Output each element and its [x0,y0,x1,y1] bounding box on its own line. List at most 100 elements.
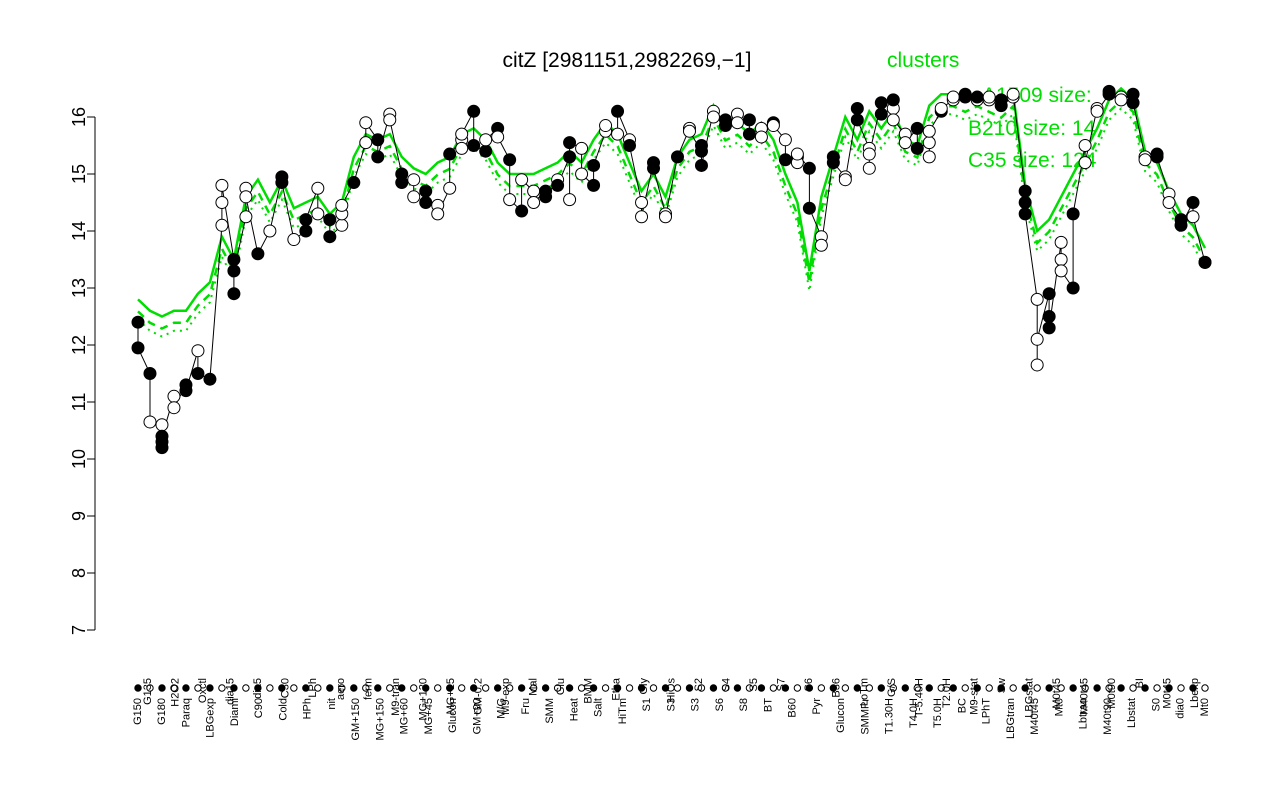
data-point-filled [419,196,433,209]
x-category-marker [1033,684,1041,692]
data-point-filled [742,113,756,127]
data-point-open [563,193,577,207]
x-tick-label-bottom: LPhT [981,698,993,725]
data-point-filled [1018,184,1032,198]
data-point-filled [910,141,924,155]
data-point-open [1090,104,1104,118]
data-point-open [1186,210,1200,224]
data-point-open [167,389,181,403]
x-category-marker [398,684,406,692]
data-point-open [455,141,469,155]
data-point-open [730,116,744,130]
x-category-marker [290,684,298,692]
data-point-filled [323,230,337,244]
x-tick-label-top: M9-exp [500,678,512,715]
x-category-marker [146,684,154,692]
y-tick-label: 8 [69,568,89,578]
x-category-marker [901,684,909,692]
data-point-open [527,196,541,209]
x-tick-label-top: S6 [803,678,815,691]
x-tick-label-top: M0t45 [1161,678,1173,709]
x-tick-label-top: S5 [748,678,760,691]
x-tick-label-top: HiOs [665,678,677,703]
data-point-filled [227,253,241,266]
x-category-marker [1009,684,1017,692]
x-tick-labels: G135 H2O2 Oxctl dia15 dia5 C30 LPh aero ferm M9-t… [132,677,1211,740]
x-category-marker [805,684,814,692]
x-tick-label-bottom: LBGexp [205,698,217,738]
x-category-marker [350,684,358,692]
data-point-filled [1198,255,1212,269]
x-category-marker [374,684,382,692]
x-category-marker [1153,684,1161,692]
x-tick-label-top: LBGstat [1024,678,1036,718]
x-category-marker [338,684,346,692]
x-category-marker [1177,684,1185,692]
x-tick-label-bottom: BT [762,698,774,712]
x-tick-label-bottom: nit [326,698,338,710]
data-point-open [215,218,229,232]
x-tick-label-bottom: Heat [568,698,580,721]
data-point-open [359,116,373,130]
x-tick-label-top: M0t45 [1051,678,1063,709]
x-tick-label-bottom: Salt [593,698,605,717]
data-point-filled [1042,310,1056,323]
x-category-marker [589,684,598,692]
x-category-marker [961,684,969,692]
data-point-filled [1042,321,1056,335]
x-category-marker [182,684,190,692]
data-point-filled [826,156,840,170]
x-tick-label-top: BMM [583,678,595,704]
data-point-open [706,110,720,124]
data-point-open [311,181,325,195]
x-category-marker [889,684,897,692]
data-point-open [443,181,457,195]
x-category-marker [949,684,957,692]
x-tick-label-bottom: MG+150 [374,698,386,741]
x-tick-label-top: GM-0.2 [473,678,485,715]
data-point-open [263,224,277,238]
data-point-filled [143,367,157,380]
data-point-open [575,141,589,155]
data-point-open [1114,93,1128,107]
data-point-open [215,178,229,192]
data-point-filled [251,247,265,261]
x-tick-label-top: Mal [528,678,540,696]
data-point-open [1006,87,1020,101]
data-point-filled [1066,207,1080,221]
data-point-open [431,207,445,221]
x-category-marker [493,684,502,692]
data-point-open [922,150,936,164]
x-tick-label-bottom: S8 [738,698,750,711]
x-category-marker [218,684,226,692]
data-point-filled [1186,196,1200,209]
x-category-marker [314,684,322,692]
data-point-filled [227,264,241,278]
x-tick-label-bottom: T5.0H [932,698,944,728]
data-point-filled [718,119,732,133]
data-point-open [814,238,828,252]
data-point-filled [299,224,313,238]
data-point-open [575,167,589,181]
data-point-filled [874,96,888,110]
y-tick-label: 15 [69,164,89,184]
y-tick-label: 11 [69,393,89,412]
x-tick-label-bottom: MG+45 [423,698,435,734]
data-point-open [155,418,169,432]
x-tick-label-bottom: Mt0 [1053,698,1065,716]
x-tick-label-top: aero [335,678,347,700]
data-point-open [946,90,960,104]
x-category-marker [529,684,538,692]
x-tick-label-top: Etha [610,677,622,701]
data-point-open [407,173,421,187]
x-tick-label-top: M9-tran [390,678,402,716]
data-point-filled [515,204,529,218]
x-tick-label-bottom: T1.30H [884,698,896,734]
data-point-open [862,161,876,175]
x-tick-label-top: dia15 [225,678,237,705]
data-point-open [1162,196,1176,209]
data-point-filled [1150,150,1164,164]
data-point-open [239,210,253,224]
data-point-open [886,113,900,127]
data-point-filled [323,213,337,227]
